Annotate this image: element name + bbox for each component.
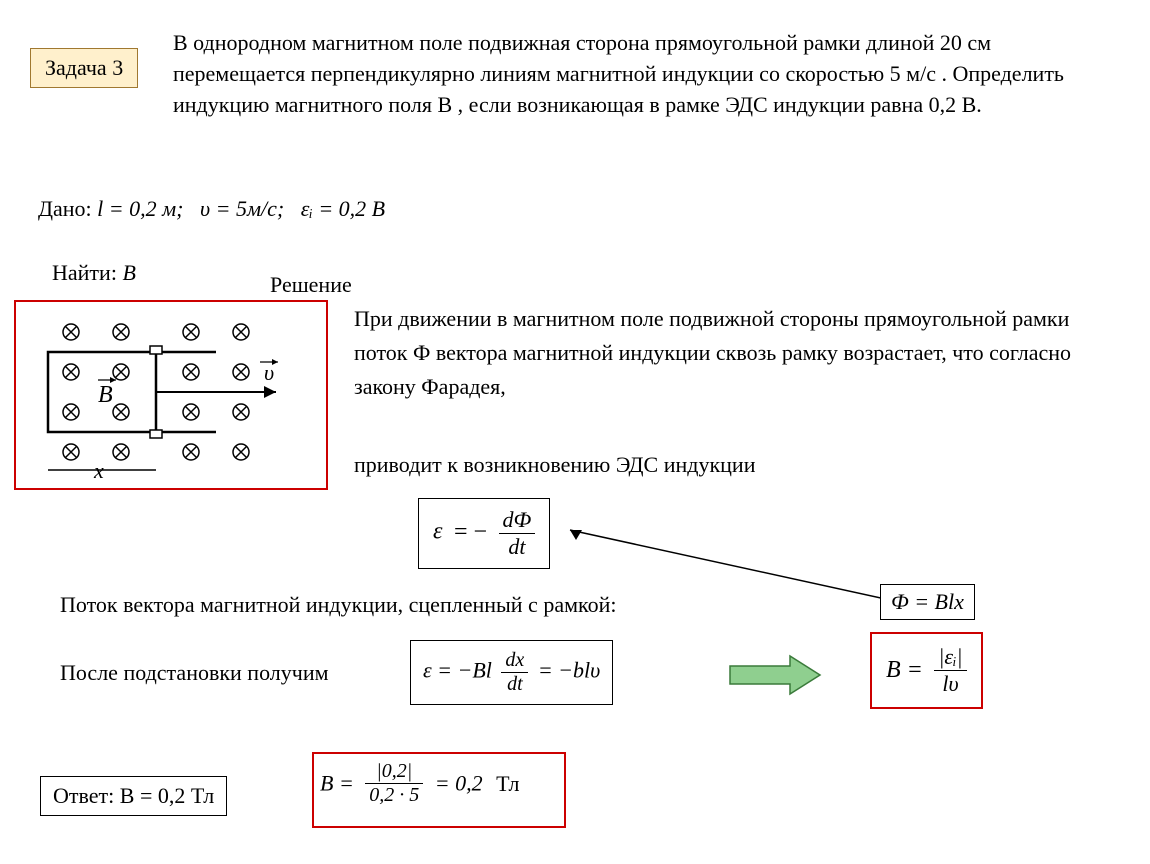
calc-red-box <box>312 752 566 828</box>
diagram-label-v: υ <box>264 360 274 385</box>
formula-faraday: ε = − dФ dt <box>418 498 550 569</box>
answer-label: Ответ: <box>53 783 114 808</box>
given-eps: εᵢ = 0,2 В <box>301 196 385 221</box>
formula-flux: Ф = Blx <box>880 584 975 620</box>
find-line: Найти: B <box>52 260 136 286</box>
result-num: |εᵢ| <box>934 644 966 671</box>
solution-para1: При движении в магнитном поле подвижной … <box>354 302 1094 404</box>
given-line: Дано: l = 0,2 м; υ = 5м/с; εᵢ = 0,2 В <box>38 196 385 222</box>
subst-num: dx <box>501 649 528 673</box>
given-v: υ = 5м/с; <box>200 196 284 221</box>
given-label: Дано: <box>38 196 92 221</box>
formula-subst: ε = −Bl dx dt = −blυ <box>410 640 613 705</box>
formula-result: B = |εᵢ| lυ <box>870 632 983 709</box>
faraday-num: dФ <box>499 507 536 534</box>
answer-box: Ответ: В = 0,2 Тл <box>40 776 227 816</box>
problem-text: В однородном магнитном поле подвижная ст… <box>173 28 1093 120</box>
solution-para1b: приводит к возникновению ЭДС индукции <box>354 452 1094 478</box>
subst-den: dt <box>501 673 528 696</box>
flux-text: Поток вектора магнитной индукции, сцепле… <box>60 592 616 618</box>
solution-heading: Решение <box>270 272 352 298</box>
result-lhs: B = <box>886 657 923 683</box>
find-value: B <box>122 260 135 285</box>
subst-lhs: ε = −Bl <box>423 658 492 683</box>
diagram-label-x: x <box>93 458 104 483</box>
given-l: l = 0,2 м; <box>97 196 183 221</box>
problem-label: Задача 3 <box>30 48 138 88</box>
arrow-block-icon <box>720 650 830 700</box>
diagram-svg: B υ x <box>16 302 326 488</box>
answer-value: В = 0,2 Тл <box>120 783 214 808</box>
diagram-label-B: B <box>98 382 113 408</box>
result-den: lυ <box>934 671 966 697</box>
subst-text: После подстановки получим <box>60 660 329 686</box>
diagram-box: B υ x <box>14 300 328 490</box>
flux-content: Ф = Blx <box>891 589 964 614</box>
faraday-lhs: ε <box>433 519 442 545</box>
find-label: Найти: <box>52 260 117 285</box>
faraday-eq: = − <box>454 519 487 545</box>
faraday-den: dt <box>499 534 536 560</box>
subst-rhs: = −blυ <box>538 658 600 683</box>
